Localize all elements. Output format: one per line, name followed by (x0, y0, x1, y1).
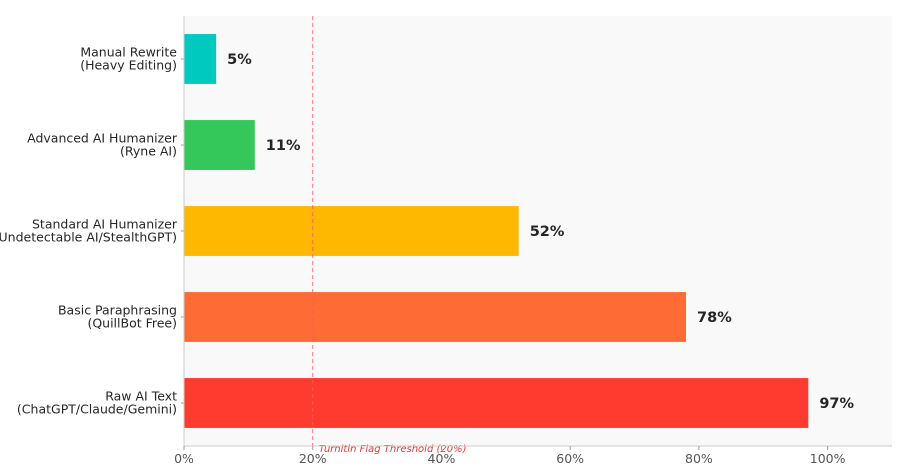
bars-layer (184, 34, 809, 428)
bar-value-label: 5% (227, 52, 252, 68)
x-tick-label: 80% (685, 451, 713, 466)
x-tick-label: 100% (810, 451, 846, 466)
bar-value-label: 97% (819, 396, 854, 412)
category-label: (Heavy Editing) (80, 58, 177, 73)
bar (184, 34, 217, 84)
x-tick-label: 20% (299, 451, 327, 466)
category-label: Raw AI Text (105, 389, 177, 404)
threshold-layer: Turnitin Flag Threshold (20%) (312, 16, 467, 455)
threshold-label: Turnitin Flag Threshold (20%) (319, 444, 467, 455)
category-label: (ChatGPT/Claude/Gemini) (17, 402, 177, 417)
category-label: (Ryne AI) (120, 144, 177, 159)
axes-layer: 0% 20% 40% 60% 80% 100% (174, 16, 892, 466)
bar-value-label: 11% (266, 138, 301, 154)
bar (184, 378, 809, 428)
bar (184, 292, 687, 342)
category-label: Advanced AI Humanizer (27, 131, 178, 146)
bar (184, 120, 255, 170)
labels-layer: 5% Manual Rewrite(Heavy Editing) 11% Advanc… (0, 45, 855, 417)
category-label: Standard AI Humanizer (32, 217, 178, 232)
category-label: Basic Paraphrasing (58, 303, 177, 318)
bar (184, 206, 519, 256)
x-tick-label: 0% (174, 451, 194, 466)
category-label: (QuillBot Free) (87, 316, 177, 331)
x-tick-label: 40% (428, 451, 456, 466)
bar-value-label: 52% (530, 224, 565, 240)
category-label: (Undetectable AI/StealthGPT) (0, 230, 177, 245)
bar-value-label: 78% (697, 310, 732, 326)
category-label: Manual Rewrite (80, 45, 177, 60)
x-tick-label: 60% (556, 451, 584, 466)
